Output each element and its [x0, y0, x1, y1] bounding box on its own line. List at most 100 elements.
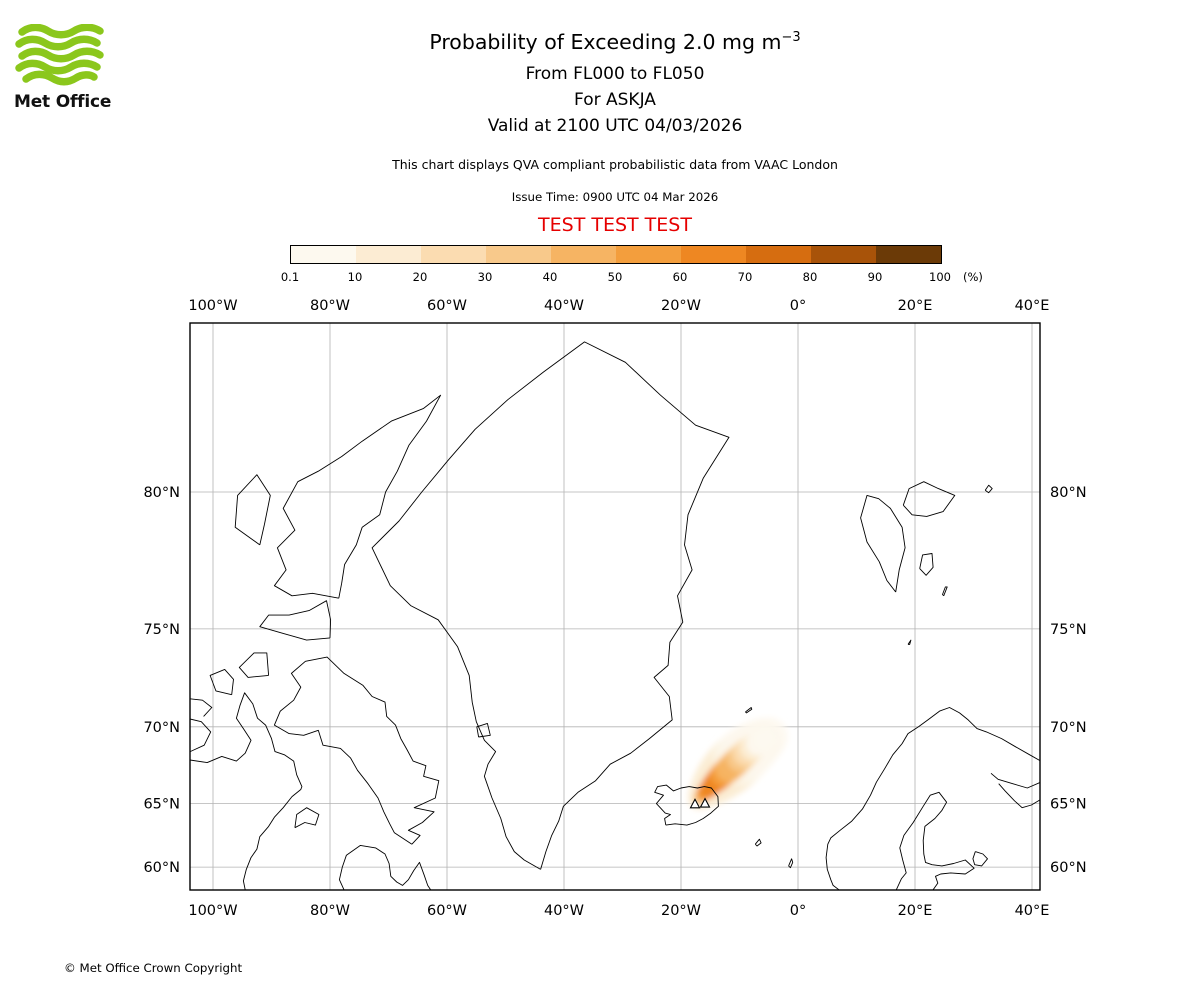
colorbar-tick-label: 60 — [672, 270, 688, 284]
colorbar-segment — [551, 246, 616, 263]
colorbar-unit-label: (%) — [963, 270, 983, 284]
qva-compliance-note: This chart displays QVA compliant probab… — [392, 157, 838, 172]
chart-title-text: Probability of Exceeding 2.0 mg m — [429, 30, 782, 54]
coastline-ladoga — [972, 851, 988, 867]
coastline-victoria-north — [190, 698, 213, 717]
volcano-triangle-icon — [689, 798, 701, 809]
coastline-shetland — [788, 858, 794, 869]
coastline-white-sea-south — [998, 783, 1040, 809]
lat-label-left: 60°N — [143, 860, 180, 876]
lon-label-top: 20°W — [661, 298, 701, 314]
valid-time-line: Valid at 2100 UTC 04/03/2026 — [487, 116, 743, 136]
chart-title: Probability of Exceeding 2.0 mg m−3 — [30, 30, 1200, 54]
lat-label-left: 70°N — [143, 720, 180, 736]
volcano-triangle-icon — [699, 797, 711, 808]
colorbar-tick-label: 20 — [412, 270, 428, 284]
lon-label-bottom: 80°W — [310, 903, 350, 919]
chart-title-exponent: −3 — [781, 30, 801, 46]
coastline-southampton — [294, 807, 320, 829]
lat-label-right: 65°N — [1050, 797, 1087, 813]
coastline-greenland — [371, 341, 730, 870]
lon-label-bottom: 60°W — [427, 903, 467, 919]
colorbar-tick-label: 50 — [607, 270, 623, 284]
colorbar-tick-label: 70 — [737, 270, 753, 284]
lon-label-top: 0° — [790, 298, 806, 314]
coastline-jan-mayen — [745, 707, 753, 714]
coastline-bear-island — [907, 639, 912, 645]
coastline-ellesmere — [273, 394, 442, 599]
copyright-note: © Met Office Crown Copyright — [64, 961, 243, 975]
lat-label-left: 75°N — [143, 622, 180, 638]
flight-levels-line: From FL000 to FL050 — [525, 64, 705, 84]
colorbar-segment — [486, 246, 551, 263]
colorbar-segment — [811, 246, 876, 263]
lon-label-bottom: 100°W — [188, 903, 237, 919]
colorbar-segment — [356, 246, 421, 263]
lon-label-top: 60°W — [427, 298, 467, 314]
colorbar-segment — [421, 246, 486, 263]
coastline-bothnia-baltic — [895, 791, 975, 890]
colorbar-segment — [291, 246, 356, 263]
map-frame — [189, 322, 1041, 891]
colorbar-segment — [681, 246, 746, 263]
coastline-ungava-labrador — [338, 844, 431, 890]
coastline-edgeoya — [919, 553, 934, 576]
lon-label-top: 40°W — [544, 298, 584, 314]
met-office-logo: Met Office — [14, 23, 124, 112]
volcano-name-line: For ASKJA — [574, 90, 656, 110]
lat-label-left: 65°N — [143, 797, 180, 813]
lon-label-bottom: 20°E — [898, 903, 933, 919]
colorbar-segment — [876, 246, 941, 263]
volcano-markers — [689, 797, 711, 809]
coastline-nordaustlandet — [902, 481, 956, 517]
test-banner: TEST TEST TEST — [538, 214, 692, 236]
met-office-logo-text: Met Office — [14, 92, 112, 112]
lon-label-bottom: 0° — [790, 903, 806, 919]
coastline-axel-heiberg — [234, 474, 271, 546]
colorbar-tick-label: 0.1 — [280, 270, 300, 284]
met-office-waves-icon — [15, 23, 104, 86]
coastline-devon — [259, 600, 332, 641]
coastline-disko — [476, 722, 491, 738]
coastline-prince-of-wales — [209, 668, 234, 696]
lat-label-left: 80°N — [143, 485, 180, 501]
coastlines — [190, 341, 1040, 890]
coastline-victoria-south — [190, 718, 212, 753]
colorbar-segment — [616, 246, 681, 263]
coastline-faroe — [754, 838, 762, 847]
lon-label-top: 40°E — [1015, 298, 1050, 314]
lon-label-top: 20°E — [898, 298, 933, 314]
colorbar-tick-labels: 0.1 10 20 30 40 50 60 70 80 90 100 (%) — [0, 270, 1200, 286]
coastline-iceland — [654, 784, 719, 826]
colorbar — [290, 245, 942, 264]
lon-label-top: 80°W — [310, 298, 350, 314]
colorbar-tick-label: 80 — [802, 270, 818, 284]
lon-label-top: 100°W — [188, 298, 237, 314]
colorbar-tick-label: 30 — [477, 270, 493, 284]
colorbar-segment — [746, 246, 811, 263]
coastline-baffin — [273, 656, 440, 845]
colorbar-tick-label: 90 — [867, 270, 883, 284]
lon-label-bottom: 40°W — [544, 903, 584, 919]
colorbar-tick-label: 40 — [542, 270, 558, 284]
coastline-hopen — [942, 586, 948, 597]
lon-label-bottom: 20°W — [661, 903, 701, 919]
coastline-scandinavia — [825, 707, 1040, 890]
lon-label-bottom: 40°E — [1015, 903, 1050, 919]
coastline-mainland-canada — [190, 692, 303, 890]
lat-label-right: 80°N — [1050, 485, 1087, 501]
coastline-somerset — [238, 652, 270, 678]
issue-time: Issue Time: 0900 UTC 04 Mar 2026 — [511, 190, 719, 204]
coastline-spitsbergen — [860, 494, 906, 593]
map-grid-labels: 100°W 100°W 80°W 80°W 60°W 60°W 40°W 40°W 20°W 20… — [143, 298, 1086, 919]
plume-core — [759, 726, 779, 746]
lat-label-right: 75°N — [1050, 622, 1087, 638]
ash-plume — [687, 716, 789, 811]
lat-label-right: 70°N — [1050, 720, 1087, 736]
coastline-kvitoya — [984, 484, 993, 494]
colorbar-tick-label: 10 — [347, 270, 363, 284]
colorbar-tick-label: 100 — [929, 270, 951, 284]
coastline-white-sea-north — [990, 772, 1040, 789]
